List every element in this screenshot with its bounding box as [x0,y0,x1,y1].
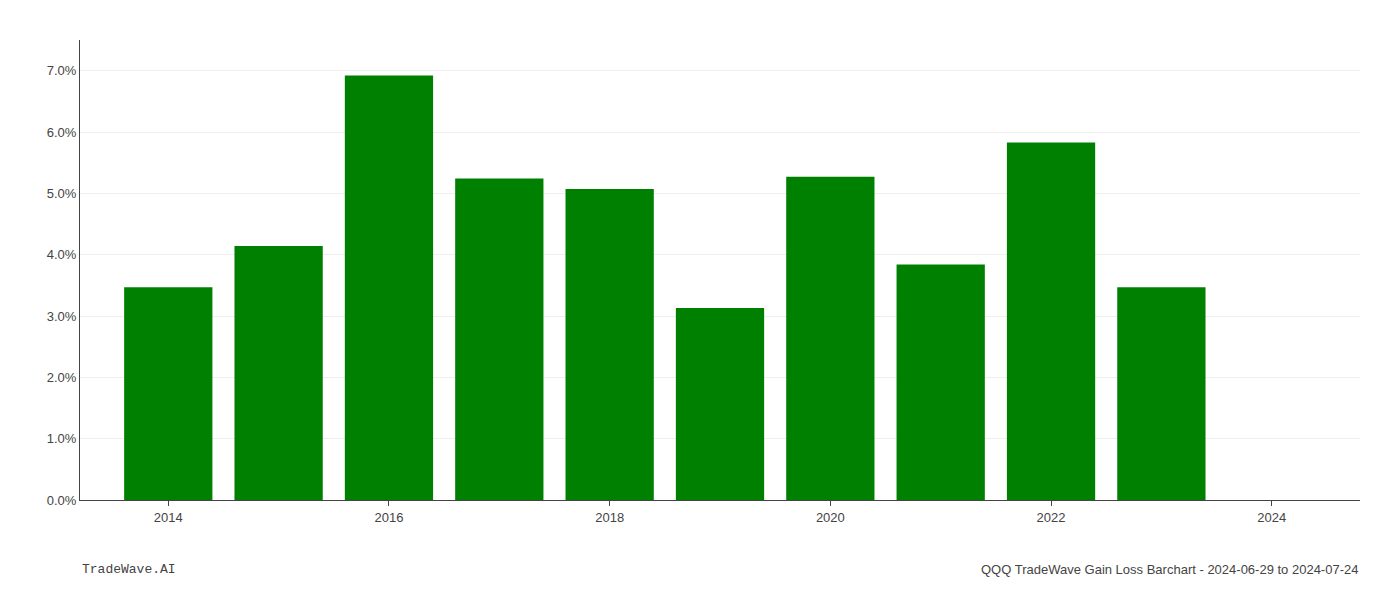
svg-text:2024: 2024 [1257,510,1286,525]
svg-text:2020: 2020 [816,510,845,525]
svg-text:0.0%: 0.0% [47,493,77,508]
svg-text:7.0%: 7.0% [47,63,77,78]
svg-text:TradeWave.AI: TradeWave.AI [82,562,176,577]
svg-text:3.0%: 3.0% [47,309,77,324]
svg-text:2018: 2018 [595,510,624,525]
svg-text:2022: 2022 [1037,510,1066,525]
svg-text:4.0%: 4.0% [47,247,77,262]
svg-text:2016: 2016 [375,510,404,525]
svg-text:2.0%: 2.0% [47,370,77,385]
svg-text:1.0%: 1.0% [47,431,77,446]
svg-text:QQQ TradeWave Gain Loss Barcha: QQQ TradeWave Gain Loss Barchart - 2024-… [981,562,1358,577]
svg-text:2014: 2014 [154,510,183,525]
svg-text:5.0%: 5.0% [47,186,77,201]
svg-text:6.0%: 6.0% [47,125,77,140]
